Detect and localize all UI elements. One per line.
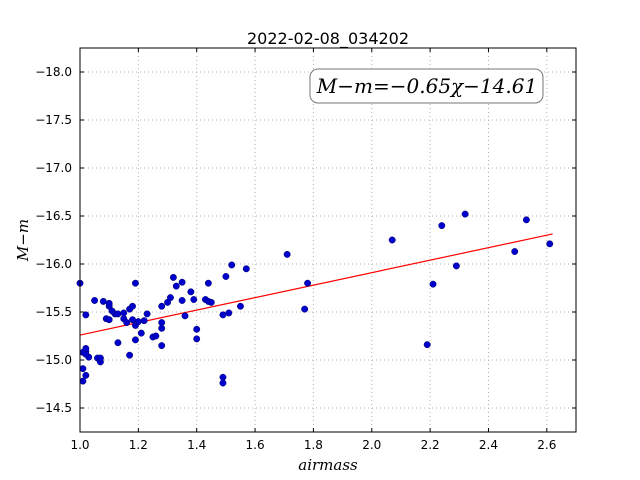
- data-point: [522, 216, 530, 224]
- chart-title: 2022-02-08_034202: [247, 29, 409, 49]
- fit-line: [79, 233, 553, 336]
- data-point: [219, 311, 227, 319]
- x-tick-label: 2.6: [537, 438, 556, 452]
- y-tick-label: −15.5: [35, 305, 72, 319]
- tick-labels: 1.0 1.2 1.4 1.6 1.8 2.0 2.2 2.4 2.6 −14.5 −15.0 −15…: [35, 65, 556, 452]
- data-point: [207, 298, 215, 306]
- data-point: [178, 297, 186, 304]
- data-point: [546, 240, 554, 248]
- data-point: [96, 354, 104, 362]
- data-point: [283, 250, 291, 258]
- data-point: [91, 297, 99, 304]
- data-point: [134, 318, 142, 326]
- data-point: [82, 345, 90, 352]
- x-axis-label: airmass: [298, 456, 358, 474]
- data-point: [219, 373, 227, 381]
- data-point: [123, 319, 131, 327]
- y-tick-label: −16.0: [35, 257, 72, 271]
- data-point: [143, 310, 151, 318]
- annotation-box: [309, 68, 544, 104]
- data-point: [166, 294, 174, 302]
- data-point: [172, 282, 180, 290]
- x-tick-label: 1.4: [187, 438, 206, 452]
- fit-annotation: M−m=−0.65χ−14.61: [309, 68, 544, 104]
- data-point: [187, 288, 195, 296]
- data-point: [461, 210, 469, 218]
- data-point: [438, 222, 446, 230]
- data-point: [452, 262, 460, 270]
- data-point: [228, 261, 236, 269]
- data-points: [76, 210, 554, 387]
- data-point: [511, 248, 519, 255]
- data-point: [126, 351, 134, 359]
- data-point: [169, 273, 177, 281]
- fit-line-group: [79, 233, 553, 336]
- y-tick-label: −16.5: [35, 209, 72, 223]
- data-point: [429, 280, 437, 288]
- annotation-text: M−m=−0.65χ−14.61: [316, 74, 537, 98]
- data-point: [158, 302, 166, 310]
- data-point: [82, 350, 90, 358]
- data-point: [388, 236, 396, 244]
- data-point: [131, 336, 139, 344]
- data-point: [304, 279, 312, 287]
- data-point: [204, 279, 212, 287]
- grid: [79, 48, 576, 432]
- data-point: [79, 365, 87, 373]
- data-point: [181, 312, 189, 320]
- x-tick-label: 1.8: [304, 438, 323, 452]
- data-point: [193, 335, 201, 343]
- data-point: [129, 316, 136, 324]
- x-tick-label: 2.2: [421, 438, 440, 452]
- data-point: [193, 325, 201, 333]
- data-point: [242, 265, 250, 273]
- data-point: [301, 305, 309, 313]
- data-point: [140, 317, 148, 325]
- data-point: [105, 299, 113, 307]
- data-point: [99, 297, 107, 305]
- data-point: [219, 379, 227, 387]
- data-point: [225, 309, 233, 317]
- data-point: [120, 309, 128, 317]
- y-tick-label: −15.0: [35, 353, 72, 367]
- x-tick-label: 2.4: [479, 438, 498, 452]
- data-point: [158, 324, 166, 332]
- data-point: [158, 342, 166, 350]
- data-point: [82, 311, 90, 319]
- y-axis-label: M−m: [14, 219, 32, 262]
- y-tick-label: −14.5: [35, 401, 72, 415]
- data-point: [190, 296, 198, 303]
- data-point: [423, 341, 431, 349]
- x-tick-label: 1.0: [70, 438, 89, 452]
- x-tick-label: 1.6: [246, 438, 265, 452]
- data-point: [237, 302, 244, 310]
- data-point: [79, 377, 87, 385]
- data-point: [114, 310, 122, 318]
- data-point: [137, 329, 145, 337]
- data-point: [222, 273, 230, 280]
- x-tick-label: 1.2: [129, 438, 148, 452]
- x-tick-label: 2.0: [362, 438, 381, 452]
- y-tick-label: −17.0: [35, 161, 72, 175]
- data-point: [152, 332, 160, 340]
- y-tick-label: −17.5: [35, 113, 72, 127]
- y-tick-label: −18.0: [35, 65, 72, 79]
- data-point: [158, 319, 166, 327]
- data-point: [178, 278, 186, 286]
- data-point: [82, 371, 90, 379]
- plot-frame: [79, 47, 577, 433]
- axes: [79, 47, 577, 433]
- data-point: [105, 316, 113, 324]
- data-point: [131, 279, 139, 287]
- data-point: [114, 339, 122, 347]
- data-point: [129, 302, 136, 310]
